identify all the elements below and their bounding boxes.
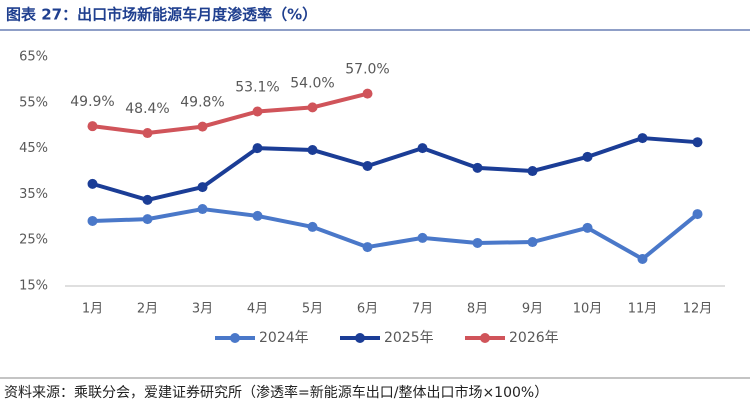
point bbox=[582, 151, 593, 162]
y-tick-label: 15% bbox=[19, 279, 48, 294]
legend-marker bbox=[355, 333, 365, 343]
chart-title: 图表 27：出口市场新能源车月度渗透率（%） bbox=[6, 6, 317, 24]
point bbox=[142, 194, 153, 205]
point bbox=[87, 121, 98, 132]
data-label: 53.1% bbox=[235, 80, 279, 96]
series-line bbox=[92, 207, 699, 261]
x-tick-label: 3月 bbox=[192, 302, 213, 317]
point bbox=[252, 210, 263, 221]
y-tick-label: 45% bbox=[19, 141, 48, 156]
legend-marker bbox=[230, 333, 240, 343]
x-tick-label: 11月 bbox=[628, 302, 658, 317]
data-label: 54.0% bbox=[290, 75, 334, 91]
point bbox=[307, 144, 318, 155]
point bbox=[87, 215, 98, 226]
x-tick-label: 5月 bbox=[302, 302, 323, 317]
y-tick-label: 35% bbox=[19, 187, 48, 202]
point bbox=[417, 143, 428, 154]
data-label: 57.0% bbox=[345, 62, 389, 78]
y-tick-label: 25% bbox=[19, 233, 48, 248]
data-label: 49.9% bbox=[70, 94, 114, 110]
point bbox=[252, 106, 263, 117]
series-line bbox=[91, 136, 698, 202]
legend-label: 2025年 bbox=[384, 330, 434, 346]
x-tick-label: 10月 bbox=[573, 302, 603, 317]
point bbox=[637, 253, 648, 264]
y-tick-label: 55% bbox=[19, 95, 48, 110]
x-tick-label: 8月 bbox=[467, 302, 488, 317]
point bbox=[307, 102, 318, 113]
point bbox=[197, 121, 208, 132]
x-tick-label: 2月 bbox=[137, 302, 158, 317]
point bbox=[692, 137, 703, 148]
point bbox=[417, 232, 428, 243]
point bbox=[692, 209, 703, 220]
point bbox=[472, 162, 483, 173]
y-tick-label: 65% bbox=[19, 50, 48, 65]
point bbox=[362, 161, 373, 172]
legend-label: 2026年 bbox=[509, 330, 559, 346]
point bbox=[142, 214, 153, 225]
legend-label: 2024年 bbox=[259, 330, 309, 346]
point bbox=[362, 88, 373, 99]
point bbox=[142, 128, 153, 139]
point bbox=[472, 237, 483, 248]
point bbox=[527, 166, 538, 177]
data-label: 48.4% bbox=[125, 101, 169, 117]
x-tick-label: 7月 bbox=[412, 302, 433, 317]
x-tick-label: 1月 bbox=[82, 302, 103, 317]
point bbox=[197, 204, 208, 215]
point bbox=[527, 237, 538, 248]
point bbox=[307, 221, 318, 232]
x-tick-label: 6月 bbox=[357, 302, 378, 317]
point bbox=[197, 182, 208, 193]
point bbox=[637, 133, 648, 144]
point bbox=[87, 178, 98, 189]
x-tick-label: 9月 bbox=[522, 302, 543, 317]
x-tick-label: 4月 bbox=[247, 302, 268, 317]
data-label: 49.8% bbox=[180, 95, 224, 111]
point bbox=[252, 143, 263, 154]
x-tick-label: 12月 bbox=[683, 302, 713, 317]
series-line bbox=[92, 91, 368, 136]
point bbox=[362, 242, 373, 253]
point bbox=[582, 222, 593, 233]
legend-marker bbox=[480, 333, 490, 343]
source-note: 资料来源：乘联分会，爱建证券研究所（渗透率=新能源车出口/整体出口市场×100%… bbox=[4, 384, 548, 401]
